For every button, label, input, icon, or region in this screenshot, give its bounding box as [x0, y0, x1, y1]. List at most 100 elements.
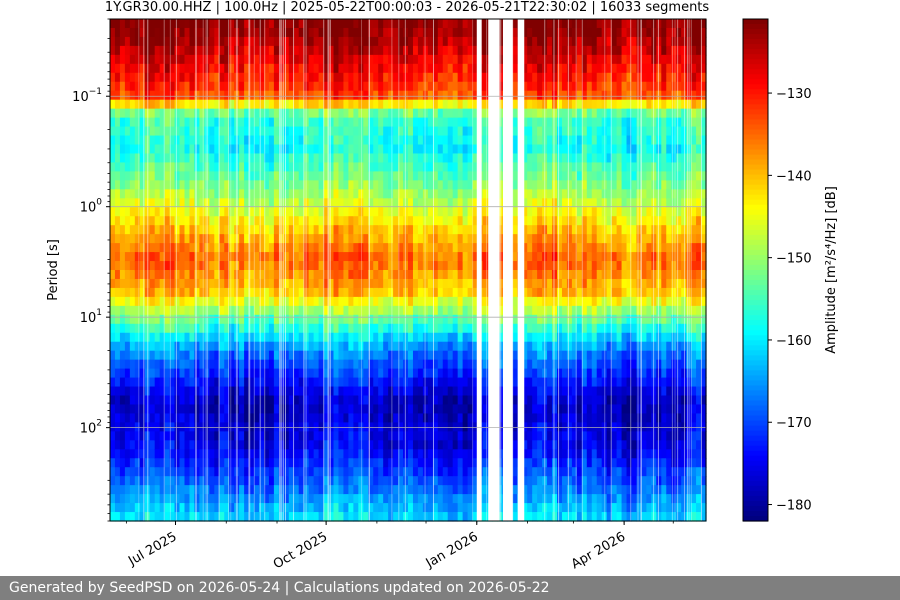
heatmap-cell [129, 413, 136, 423]
heatmap-cell [308, 189, 315, 199]
heatmap-cell [427, 314, 434, 325]
heatmap-cell [542, 126, 548, 137]
heatmap-cell [303, 27, 310, 38]
heatmap-cell [542, 332, 548, 343]
heatmap-cell [249, 19, 255, 29]
heatmap-cell [412, 243, 419, 253]
heatmap-cell [194, 135, 200, 146]
heatmap-cell [333, 252, 340, 262]
heatmap-cell [303, 476, 310, 486]
heatmap-cell [129, 395, 136, 406]
heatmap-cell [363, 63, 369, 74]
heatmap-cell [417, 377, 424, 388]
heatmap-cell [547, 207, 553, 217]
heatmap-cell [154, 305, 161, 316]
heatmap-cell [537, 207, 543, 217]
heatmap-cell [447, 368, 454, 379]
heatmap-cell [442, 278, 449, 289]
heatmap-cell [398, 81, 404, 92]
heatmap-cell [278, 99, 285, 110]
heatmap-cell [209, 440, 215, 450]
heatmap-cell [263, 117, 270, 128]
heatmap-cell [467, 99, 474, 110]
heatmap-cell [273, 314, 280, 325]
heatmap-cell [398, 243, 404, 253]
heatmap-cell [368, 485, 374, 495]
heatmap-cell [388, 252, 394, 262]
heatmap-cell [318, 449, 325, 459]
heatmap-cell [417, 485, 424, 495]
heatmap-cell [328, 377, 335, 388]
heatmap-cell [249, 135, 255, 146]
heatmap-cell [343, 135, 349, 146]
heatmap-cell [164, 377, 171, 388]
heatmap-cell [244, 261, 250, 271]
heatmap-cell [447, 350, 454, 361]
heatmap-cell [174, 440, 181, 450]
heatmap-cell [184, 108, 191, 119]
heatmap-cell [174, 162, 181, 172]
heatmap-cell [378, 413, 384, 423]
heatmap-cell [174, 180, 181, 190]
heatmap-cell [338, 171, 345, 181]
heatmap-cell [353, 189, 359, 199]
heatmap-cell [298, 485, 305, 495]
heatmap-cell [412, 189, 419, 199]
heatmap-cell [129, 359, 136, 370]
heatmap-cell [199, 234, 205, 244]
heatmap-cell [527, 216, 533, 226]
heatmap-cell [124, 467, 131, 477]
heatmap-cell [408, 270, 414, 280]
heatmap-cell [214, 180, 220, 190]
heatmap-cell [263, 278, 270, 289]
heatmap-cell [432, 368, 439, 379]
heatmap-cell [164, 485, 171, 495]
heatmap-cell [283, 467, 290, 477]
heatmap-cell [124, 386, 131, 397]
heatmap-cell [537, 180, 543, 190]
heatmap-cell [204, 99, 210, 110]
heatmap-cell [467, 458, 474, 468]
heatmap-cell [427, 476, 434, 486]
heatmap-cell [189, 198, 196, 208]
heatmap-cell [209, 314, 215, 325]
heatmap-cell [512, 153, 518, 164]
heatmap-cell [199, 180, 205, 190]
heatmap-cell [224, 36, 230, 47]
heatmap-cell [283, 45, 290, 56]
heatmap-cell [110, 162, 116, 172]
heatmap-cell [278, 261, 285, 271]
heatmap-cell [139, 225, 146, 235]
heatmap-cell [467, 45, 474, 56]
heatmap-cell [114, 162, 121, 172]
heatmap-cell [542, 341, 548, 352]
heatmap-cell [263, 395, 270, 406]
heatmap-cell [129, 27, 136, 38]
heatmap-cell [527, 270, 533, 280]
heatmap-cell [303, 368, 310, 379]
heatmap-cell [119, 27, 126, 38]
heatmap-cell [169, 368, 176, 379]
heatmap-cell [318, 305, 325, 316]
heatmap-cell [353, 90, 359, 101]
heatmap-cell [199, 198, 205, 208]
heatmap-cell [412, 252, 419, 262]
heatmap-cell [293, 27, 300, 38]
heatmap-cell [452, 395, 459, 406]
heatmap-cell [254, 126, 260, 137]
heatmap-cell [348, 81, 354, 92]
heatmap-cell [249, 117, 255, 128]
heatmap-cell [298, 404, 305, 415]
heatmap-cell [338, 449, 345, 459]
heatmap-cell [318, 108, 325, 119]
heatmap-cell [199, 413, 205, 423]
heatmap-cell [482, 270, 489, 280]
heatmap-cell [129, 278, 136, 289]
heatmap-cell [442, 440, 449, 450]
heatmap-cell [343, 359, 349, 370]
heatmap-cell [432, 359, 439, 370]
heatmap-cell [497, 36, 503, 47]
heatmap-cell [179, 467, 186, 477]
heatmap-cell [472, 395, 479, 406]
heatmap-cell [403, 207, 409, 217]
